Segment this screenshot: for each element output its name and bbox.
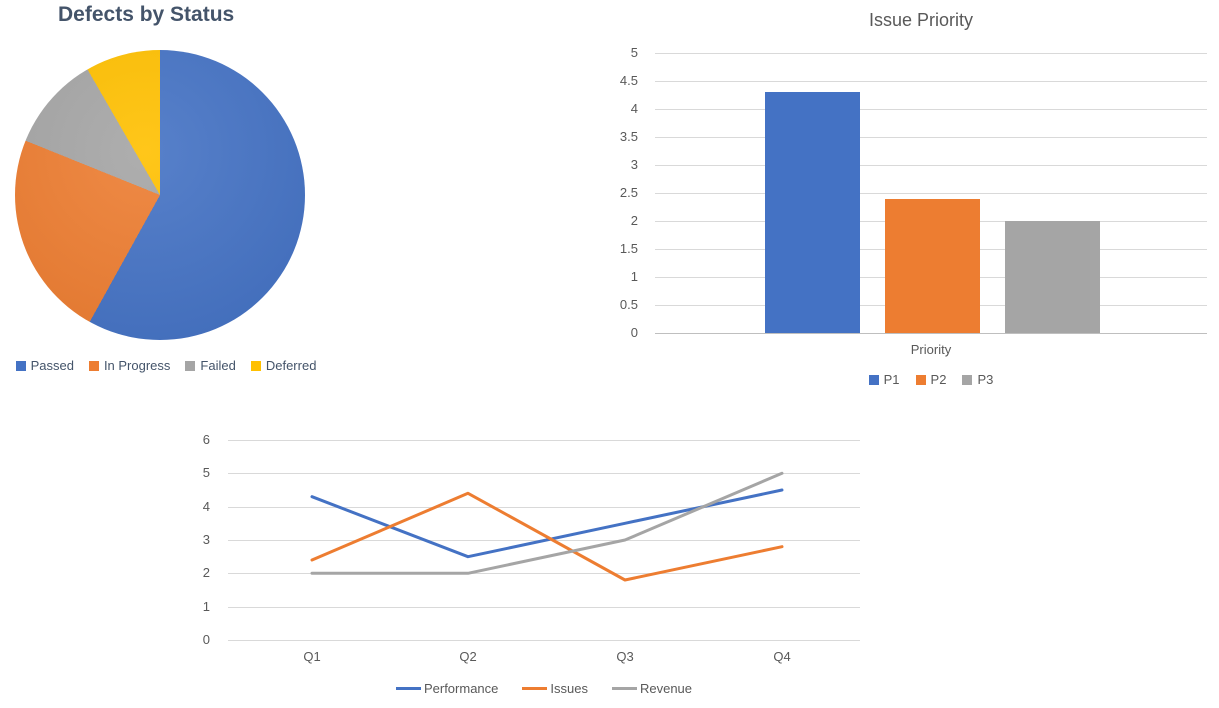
gridline <box>228 473 860 475</box>
gridline <box>655 165 1207 166</box>
y-tick-label: 4 <box>630 101 638 116</box>
line-revenue[interactable] <box>310 471 784 575</box>
legend-swatch <box>611 687 637 690</box>
bar-y-axis: 5 4.5 4 3.5 3 2.5 2 1.5 1 0.5 0 <box>598 45 646 340</box>
line-plot-area <box>228 440 860 641</box>
gridline <box>655 193 1207 194</box>
bar-x-axis-label: Priority <box>910 342 952 357</box>
y-tick-label: 0.5 <box>619 297 638 312</box>
legend-item-revenue[interactable]: Revenue <box>611 681 693 696</box>
bar-plot-area <box>655 53 1207 334</box>
legend-item-deferred[interactable]: Deferred <box>250 358 317 373</box>
y-tick-label: 5 <box>202 465 210 481</box>
legend-item-in-progress[interactable]: In Progress <box>88 358 171 373</box>
legend-label: P1 <box>883 372 900 387</box>
bar-p2[interactable] <box>885 198 980 333</box>
y-tick-label: 1.5 <box>619 241 638 256</box>
legend-item-performance[interactable]: Performance <box>395 681 499 696</box>
y-tick-label: 1 <box>630 269 638 284</box>
line-series-canvas <box>310 471 784 582</box>
legend-label: Performance <box>423 681 499 696</box>
y-tick-label: 2 <box>202 565 210 581</box>
x-tick-label: Q3 <box>616 649 634 664</box>
legend-swatch <box>522 687 548 690</box>
gridline <box>655 137 1207 138</box>
legend-label: P3 <box>977 372 994 387</box>
y-tick-label: 0 <box>630 325 638 340</box>
legend-item-p2[interactable]: P2 <box>915 372 947 387</box>
x-tick-label: Q2 <box>459 649 477 664</box>
legend-item-p3[interactable]: P3 <box>962 372 993 387</box>
gridline <box>228 606 860 608</box>
gridline <box>228 440 860 441</box>
legend-label: Failed <box>200 358 236 373</box>
bar-chart-title: Issue Priority <box>868 10 974 30</box>
line-x-axis: Q1 Q2 Q3 Q4 <box>228 649 860 665</box>
legend-label: Deferred <box>265 358 317 373</box>
gridline <box>228 506 860 508</box>
gridline <box>228 573 860 575</box>
y-tick-label: 3.5 <box>619 129 638 144</box>
legend-swatch <box>962 374 973 385</box>
y-tick-label: 2.5 <box>619 185 638 200</box>
pie-legend: Passed In Progress Failed Deferred <box>0 358 332 373</box>
y-tick-label: 4.5 <box>619 73 638 88</box>
legend-label: Issues <box>550 681 588 696</box>
gridline <box>655 333 1207 334</box>
y-tick-label: 5 <box>630 45 638 60</box>
y-tick-label: 3 <box>630 157 638 172</box>
gridline <box>655 109 1207 110</box>
y-tick-label: 2 <box>630 213 638 228</box>
gridline <box>655 81 1207 82</box>
legend-swatch <box>15 360 26 371</box>
legend-swatch <box>88 360 99 371</box>
legend-item-passed[interactable]: Passed <box>15 358 74 373</box>
y-tick-label: 1 <box>202 598 210 614</box>
legend-label: In Progress <box>103 358 171 373</box>
bar-p3[interactable] <box>1005 221 1100 333</box>
y-tick-label: 0 <box>202 632 210 647</box>
line-legend: Performance Issues Revenue <box>228 681 860 696</box>
legend-label: Passed <box>30 358 74 373</box>
bar-legend: P1 P2 P3 <box>655 372 1207 387</box>
line-y-axis: 6 5 4 3 2 1 0 <box>185 432 218 647</box>
legend-swatch <box>185 360 196 371</box>
line-issues[interactable] <box>310 491 784 582</box>
bar-p1[interactable] <box>765 92 860 333</box>
legend-item-failed[interactable]: Failed <box>185 358 236 373</box>
y-tick-label: 4 <box>202 498 210 514</box>
legend-swatch <box>250 360 261 371</box>
line-performance[interactable] <box>310 488 784 559</box>
pie-chart-title: Defects by Status <box>58 3 235 26</box>
gridline <box>228 640 860 641</box>
legend-item-issues[interactable]: Issues <box>522 681 588 696</box>
x-tick-label: Q1 <box>303 649 321 664</box>
legend-swatch <box>868 374 879 385</box>
legend-swatch <box>915 374 926 385</box>
legend-swatch <box>395 687 421 690</box>
y-tick-label: 6 <box>202 432 210 447</box>
gridline <box>655 53 1207 54</box>
legend-item-p1[interactable]: P1 <box>868 372 900 387</box>
y-tick-label: 3 <box>202 532 210 547</box>
legend-label: Revenue <box>639 681 693 696</box>
legend-label: P2 <box>930 372 947 387</box>
x-tick-label: Q4 <box>773 649 791 664</box>
pie-graphic[interactable] <box>15 50 305 340</box>
